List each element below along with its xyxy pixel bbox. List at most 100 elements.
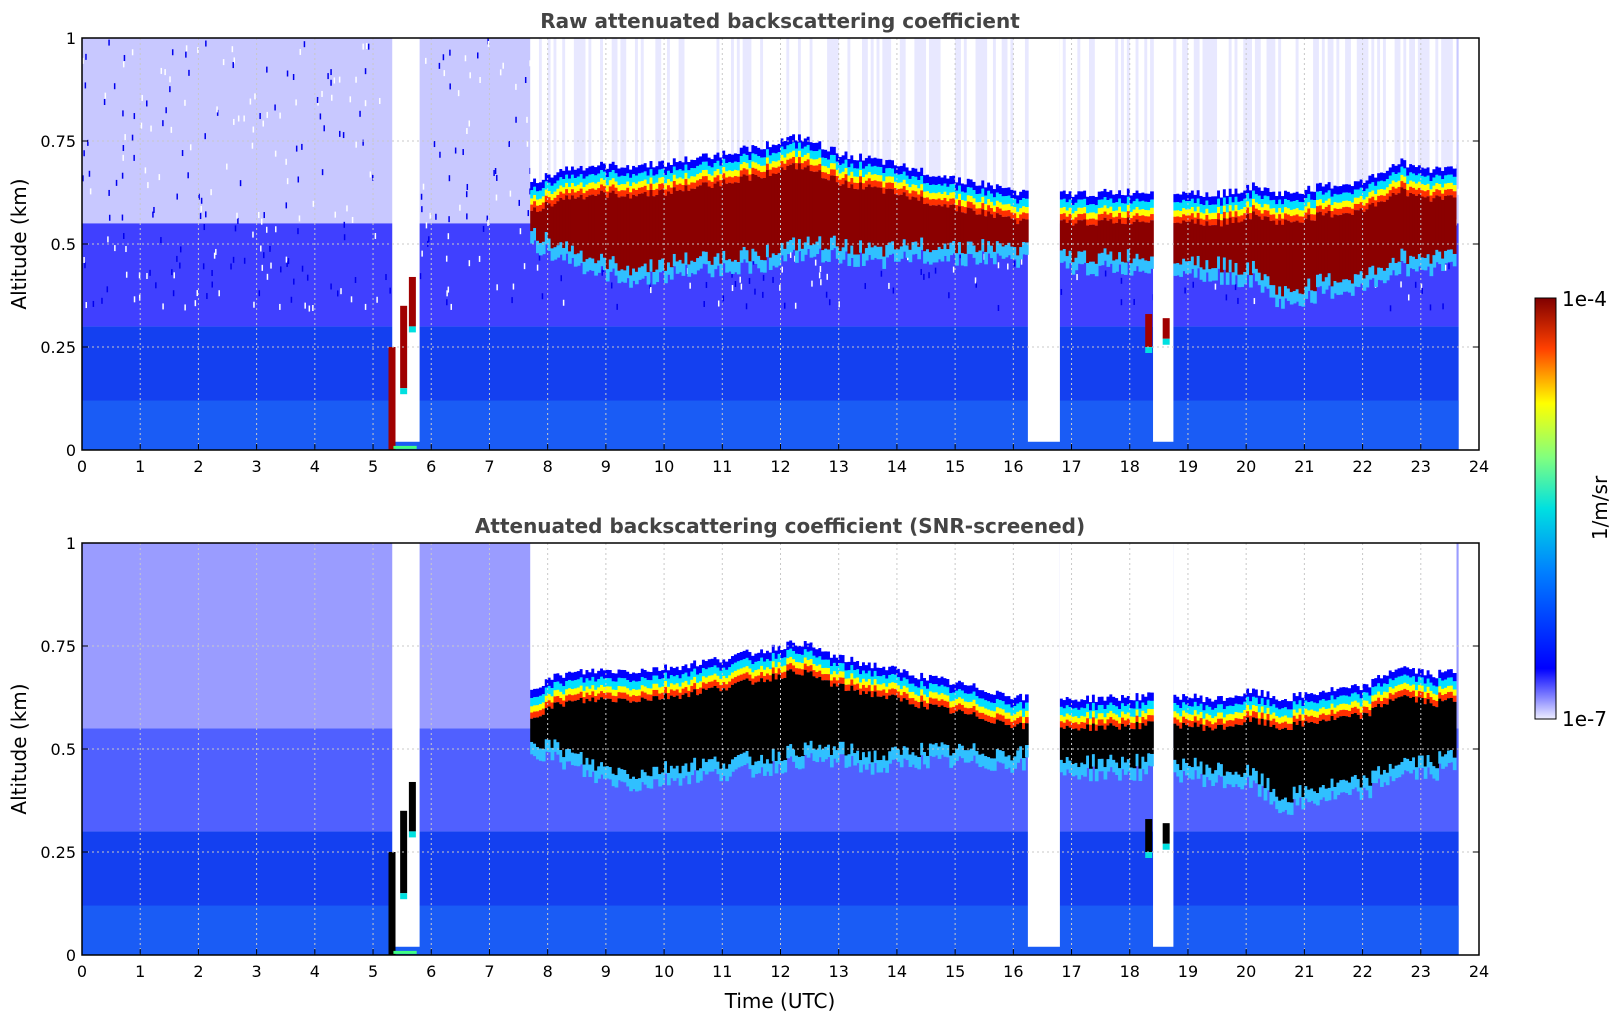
cloud-core	[658, 699, 662, 775]
cloud-edge	[1083, 716, 1087, 723]
cloud-edge	[669, 187, 674, 194]
cloud-core	[914, 197, 919, 242]
above-cloud	[809, 38, 814, 143]
cloud-edge	[536, 199, 540, 206]
cloud-edge	[733, 169, 738, 177]
cloud-edge	[1391, 186, 1396, 193]
cloud-edge	[733, 654, 738, 663]
cloud-edge	[1219, 197, 1224, 206]
cloud-base-glow	[984, 251, 988, 265]
above-cloud	[771, 543, 776, 645]
cloud-edge	[1380, 172, 1384, 181]
cloud-core	[1362, 211, 1367, 279]
panel-screened: Attenuated backscattering coefficient (S…	[7, 514, 1489, 1013]
cloud-edge	[1298, 216, 1303, 223]
cloud-edge	[725, 163, 729, 172]
cloud-edge	[853, 661, 857, 671]
noise-speck	[419, 273, 422, 280]
cloud-edge	[562, 694, 566, 701]
cloud-core	[841, 184, 846, 248]
cloud-core	[634, 196, 639, 272]
cloud-edge	[765, 163, 770, 170]
cloud-edge	[713, 679, 718, 686]
cloud-core	[1406, 196, 1410, 264]
cloud-edge	[550, 688, 555, 697]
cloud-edge	[1228, 720, 1233, 727]
cloud-base-glow	[1022, 758, 1026, 771]
above-cloud	[1362, 543, 1367, 684]
noise-speck	[269, 245, 271, 252]
cloud-core	[1254, 718, 1259, 771]
cloud-edge	[792, 651, 796, 660]
cloud-base-glow	[1135, 253, 1140, 267]
cloud-core	[908, 704, 913, 755]
cloud-core	[861, 189, 866, 254]
above-cloud	[1432, 38, 1437, 170]
cloud-core	[562, 706, 566, 758]
cloud-edge	[1222, 211, 1227, 219]
cloud-base-glow	[1211, 773, 1215, 787]
noise-speck	[147, 182, 149, 189]
cloud-edge	[1289, 193, 1294, 202]
cloud-edge	[719, 678, 724, 686]
above-cloud	[1249, 38, 1253, 191]
above-cloud	[1065, 543, 1070, 698]
cloud-base-glow	[1240, 274, 1245, 287]
above-cloud	[1217, 543, 1221, 697]
cloud-edge	[1185, 696, 1189, 705]
cloud-edge	[990, 185, 994, 194]
cloud-edge	[844, 159, 849, 168]
noise-speck	[133, 113, 136, 120]
above-cloud	[649, 543, 654, 672]
cloud-core	[675, 695, 680, 766]
cloud-edge	[1243, 207, 1247, 214]
cloud-edge	[1086, 712, 1090, 719]
cloud-edge	[600, 676, 604, 685]
cloud-edge	[643, 179, 648, 186]
noise-speck	[170, 126, 173, 133]
cloud-edge	[943, 678, 948, 687]
cloud-edge	[946, 201, 951, 208]
cloud-edge	[1266, 210, 1271, 217]
cloud-base-glow	[1356, 779, 1361, 792]
cloud-edge	[797, 150, 802, 158]
cloud-edge	[1359, 706, 1364, 713]
cloud-edge	[1284, 207, 1288, 214]
above-cloud	[1187, 38, 1192, 193]
cloud-edge	[1321, 707, 1326, 714]
cloud-edge	[827, 651, 831, 660]
cloud-core	[969, 208, 974, 242]
cloud-edge	[943, 694, 948, 701]
cloud-edge	[1086, 695, 1090, 704]
cloud-edge	[774, 153, 779, 162]
cloud-edge	[1001, 709, 1006, 716]
cloud-edge	[937, 678, 942, 687]
cloud-base-glow	[835, 246, 840, 259]
noise-speck	[814, 259, 817, 266]
cloud-core	[742, 679, 747, 753]
above-cloud	[972, 543, 977, 684]
cloud-edge	[1289, 701, 1294, 710]
cloud-edge	[611, 161, 616, 171]
cloud-edge	[902, 692, 907, 699]
cloud-edge	[570, 183, 575, 190]
above-cloud	[1024, 38, 1029, 191]
above-cloud	[626, 38, 630, 166]
cloud-base-glow	[731, 261, 735, 274]
cloud-base-glow	[1144, 761, 1149, 775]
cloud-base-glow	[713, 256, 718, 270]
cloud-edge	[1062, 722, 1067, 729]
cloud-edge	[1429, 195, 1434, 202]
above-cloud	[760, 38, 764, 150]
noise-speck	[266, 273, 269, 280]
cloud-core	[1388, 196, 1393, 263]
cloud-edge	[789, 152, 793, 159]
noise-speck	[258, 212, 260, 219]
cloud-core	[672, 696, 677, 769]
above-cloud	[1391, 38, 1396, 165]
cloud-edge	[1138, 215, 1143, 223]
cloud-core	[777, 674, 782, 752]
cloud-edge	[1289, 709, 1294, 718]
cloud-core	[864, 186, 869, 249]
above-cloud	[1350, 543, 1355, 686]
